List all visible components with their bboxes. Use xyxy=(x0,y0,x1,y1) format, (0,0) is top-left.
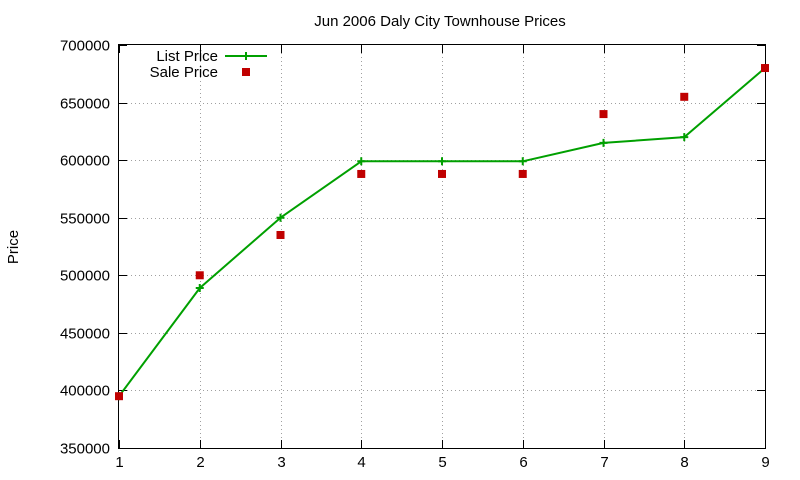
x-tick-label: 1 xyxy=(115,454,123,471)
y-tick-label: 550000 xyxy=(60,211,110,228)
data-point-sale-price xyxy=(680,92,689,101)
legend-marker-list-price xyxy=(242,52,250,60)
data-point-list-price xyxy=(276,213,285,222)
x-tick-label: 9 xyxy=(761,454,769,471)
x-tick-label: 3 xyxy=(277,454,285,471)
data-point-list-price xyxy=(518,157,527,166)
y-tick-label: 450000 xyxy=(60,326,110,343)
y-tick-label: 700000 xyxy=(60,38,110,55)
data-point-list-price xyxy=(438,157,446,166)
data-point-list-price xyxy=(357,157,366,166)
series xyxy=(115,64,769,401)
chart-title: Jun 2006 Daly City Townhouse Prices xyxy=(314,13,566,30)
data-point-sale-price xyxy=(599,110,608,119)
x-tick-label: 5 xyxy=(438,454,446,471)
x-tick-label: 6 xyxy=(519,454,527,471)
y-tick-label: 500000 xyxy=(60,268,110,285)
plot-frame xyxy=(118,44,766,449)
data-point-list-price xyxy=(680,133,689,142)
y-tick-label: 400000 xyxy=(60,383,110,400)
y-tick-label: 600000 xyxy=(60,153,110,170)
data-point-sale-price xyxy=(357,169,366,178)
x-tick-label: 7 xyxy=(600,454,608,471)
data-point-list-price xyxy=(195,283,204,292)
data-point-list-price xyxy=(599,138,608,147)
data-point-sale-price xyxy=(761,64,769,73)
data-point-sale-price xyxy=(518,169,527,178)
axis-ticks: 350000 400000 450000 500000 550000 600000 6500… xyxy=(60,38,770,472)
x-tick-label: 8 xyxy=(680,454,688,471)
data-point-sale-price xyxy=(438,169,446,178)
y-tick-label: 650000 xyxy=(60,96,110,113)
x-tick-label: 4 xyxy=(357,454,365,471)
x-tick-label: 2 xyxy=(196,454,204,471)
legend-label-sale-price: Sale Price xyxy=(150,64,218,81)
y-tick-label: 350000 xyxy=(60,441,110,458)
legend-marker-sale-price xyxy=(242,68,250,76)
y-axis-label: Price xyxy=(5,230,22,264)
legend: List Price Sale Price xyxy=(150,48,267,81)
data-point-sale-price xyxy=(276,230,285,239)
grid xyxy=(119,45,765,448)
legend-label-list-price: List Price xyxy=(156,48,218,65)
data-point-sale-price xyxy=(115,392,123,401)
data-point-sale-price xyxy=(195,271,204,280)
